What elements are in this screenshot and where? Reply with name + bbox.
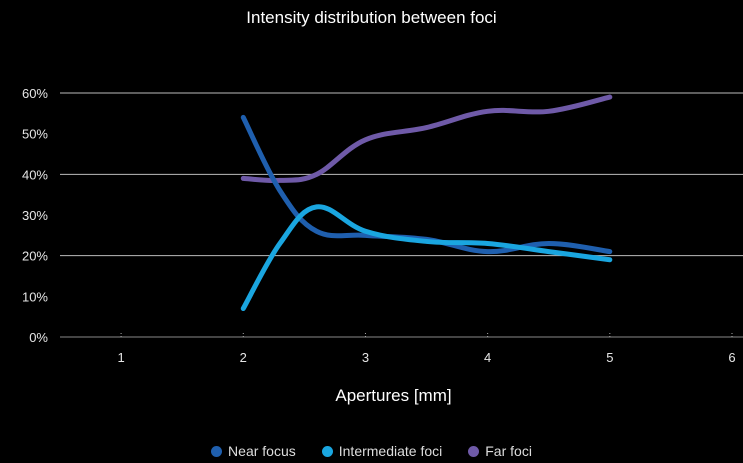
legend-item[interactable]: Near focus	[211, 443, 296, 459]
y-tick-label: 0%	[29, 330, 48, 345]
legend: Near focus Intermediate foci Far foci	[0, 443, 743, 459]
series-line-intermediate-foci	[240, 204, 613, 312]
legend-item[interactable]: Intermediate foci	[321, 443, 443, 459]
x-tick-label: 2	[240, 350, 247, 365]
y-tick-label: 50%	[22, 127, 48, 142]
legend-item[interactable]: Far foci	[468, 443, 532, 459]
x-tick-label: 1	[117, 350, 124, 365]
grid-lines	[60, 92, 743, 338]
x-axis-ticks: 1 2 3 4 5 6	[117, 333, 736, 365]
legend-swatch	[468, 445, 480, 457]
series-lines	[240, 94, 613, 312]
y-axis-ticks: 0% 10% 20% 30% 40% 50% 60%	[22, 86, 48, 345]
legend-label: Far foci	[485, 443, 532, 459]
x-tick-label: 5	[606, 350, 613, 365]
y-tick-label: 30%	[22, 208, 48, 223]
y-tick-label: 40%	[22, 167, 48, 182]
series-line-near-focus	[240, 114, 613, 255]
legend-label: Near focus	[228, 443, 296, 459]
x-tick-label: 6	[728, 350, 735, 365]
legend-swatch	[321, 445, 333, 457]
legend-swatch	[211, 445, 223, 457]
y-tick-label: 20%	[22, 249, 48, 264]
legend-label: Intermediate foci	[338, 443, 443, 459]
x-tick-label: 3	[362, 350, 369, 365]
x-axis-title: Apertures [mm]	[335, 386, 452, 405]
y-tick-label: 60%	[22, 86, 48, 101]
chart-title: Intensity distribution between foci	[246, 8, 497, 27]
series-line-far-foci	[240, 94, 613, 184]
x-tick-label: 4	[484, 350, 491, 365]
y-tick-label: 10%	[22, 289, 48, 304]
